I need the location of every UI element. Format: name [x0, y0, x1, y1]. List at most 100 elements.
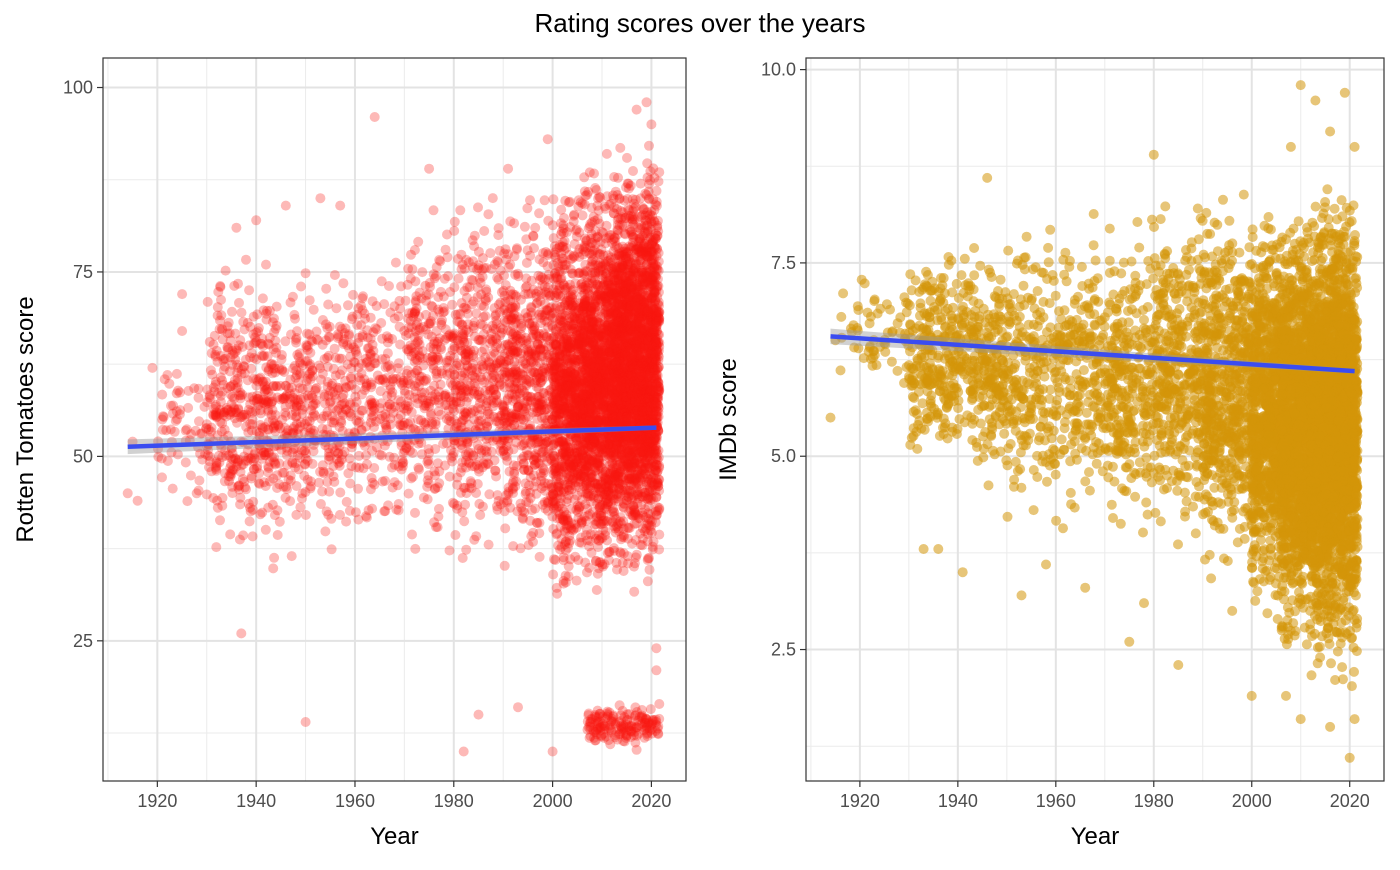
data-point: [410, 368, 420, 378]
data-point: [391, 258, 401, 268]
data-point: [533, 286, 543, 296]
data-point: [538, 447, 548, 457]
data-point: [335, 510, 345, 520]
data-point: [252, 336, 262, 346]
data-point: [306, 405, 316, 415]
data-point: [475, 274, 485, 284]
data-point: [594, 266, 604, 276]
data-point: [426, 386, 436, 396]
data-point: [482, 447, 492, 457]
data-point: [244, 285, 254, 295]
data-point: [524, 480, 534, 490]
data-point: [594, 206, 604, 216]
data-point: [582, 356, 592, 366]
data-point: [593, 194, 603, 204]
data-point: [462, 282, 472, 292]
data-point: [225, 529, 235, 539]
data-point: [403, 344, 413, 354]
data-point: [455, 360, 465, 370]
data-point: [301, 454, 311, 464]
data-point: [281, 482, 291, 492]
data-point: [450, 370, 460, 380]
data-point: [273, 530, 283, 540]
data-point: [327, 381, 337, 391]
data-point: [410, 309, 420, 319]
figure-title: Rating scores over the years: [535, 8, 866, 38]
data-point: [499, 444, 509, 454]
data-point: [270, 364, 280, 374]
data-point: [209, 386, 219, 396]
data-point: [217, 501, 227, 511]
data-point: [461, 325, 471, 335]
data-point: [404, 328, 414, 338]
data-point: [473, 403, 483, 413]
data-point: [189, 383, 199, 393]
data-point: [572, 523, 582, 533]
data-point: [597, 404, 607, 414]
data-point: [432, 352, 442, 362]
data-point: [569, 216, 579, 226]
data-point: [565, 393, 575, 403]
data-point: [548, 313, 558, 323]
data-point: [301, 268, 311, 278]
data-point: [487, 335, 497, 345]
data-point: [469, 241, 479, 251]
data-point: [317, 487, 327, 497]
data-point: [494, 223, 504, 233]
data-point: [227, 307, 237, 317]
data-point: [520, 222, 530, 232]
data-point: [526, 531, 536, 541]
data-point: [319, 411, 329, 421]
data-point: [434, 406, 444, 416]
data-point: [535, 552, 545, 562]
data-point: [489, 347, 499, 357]
data-point: [441, 324, 451, 334]
data-point: [556, 409, 566, 419]
data-point: [510, 361, 520, 371]
data-point: [519, 415, 529, 425]
data-point: [215, 515, 225, 525]
data-point: [507, 373, 517, 383]
data-point: [471, 373, 481, 383]
data-point: [268, 563, 278, 573]
data-point: [524, 450, 534, 460]
data-point: [548, 260, 558, 270]
data-point: [213, 287, 223, 297]
data-point: [535, 275, 545, 285]
data-point: [530, 223, 540, 233]
data-point: [183, 403, 193, 413]
data-point: [535, 334, 545, 344]
data-point: [445, 546, 455, 556]
data-point: [338, 410, 348, 420]
data-point: [538, 248, 548, 258]
data-point: [259, 448, 269, 458]
data-point: [447, 457, 457, 467]
data-point: [211, 542, 221, 552]
data-point: [401, 296, 411, 306]
data-point: [473, 202, 483, 212]
data-point: [181, 426, 191, 436]
data-point: [556, 205, 566, 215]
data-point: [232, 462, 242, 472]
data-point: [352, 350, 362, 360]
data-point: [489, 398, 499, 408]
data-point: [248, 531, 258, 541]
data-point: [465, 483, 475, 493]
data-point: [511, 409, 521, 419]
data-point: [168, 484, 178, 494]
data-point: [580, 200, 590, 210]
data-point: [291, 407, 301, 417]
data-point: [476, 290, 486, 300]
data-point: [166, 425, 176, 435]
data-point: [563, 516, 573, 526]
data-point: [320, 526, 330, 536]
data-point: [499, 271, 509, 281]
data-point: [582, 535, 592, 545]
data-point: [429, 205, 439, 215]
data-point: [379, 506, 389, 516]
data-point: [400, 386, 410, 396]
data-point: [535, 459, 545, 469]
data-point: [342, 497, 352, 507]
